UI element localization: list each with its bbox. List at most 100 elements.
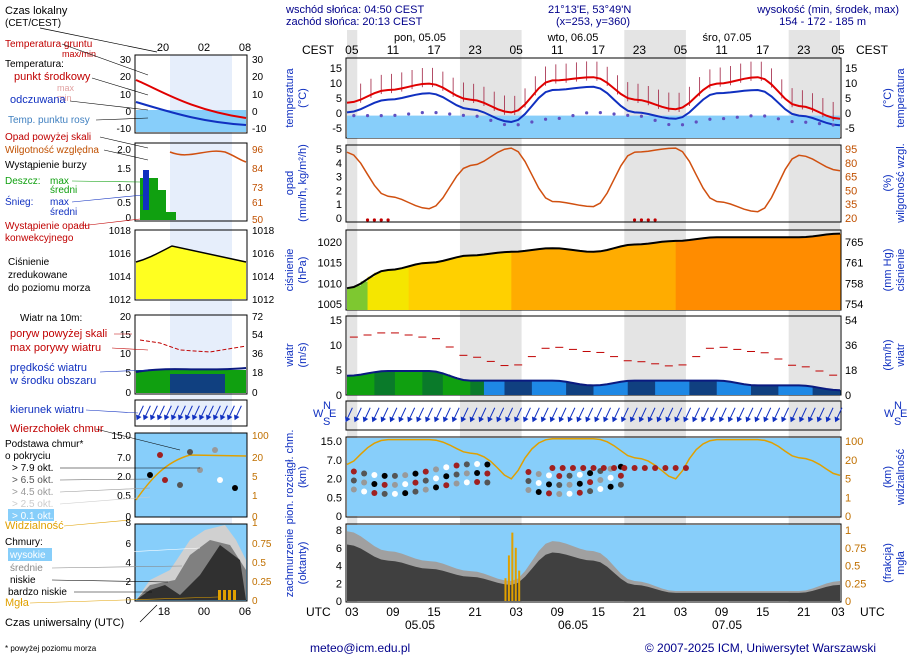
cloud-sky-band bbox=[347, 438, 840, 516]
pressure-fill-slice bbox=[572, 250, 581, 310]
legend-cover-tick: 6 bbox=[125, 539, 131, 550]
wind-arrow-head bbox=[150, 414, 156, 421]
pressure-fill-slice bbox=[703, 237, 711, 310]
hour-tick-utc: 15 bbox=[592, 605, 606, 619]
pressure-fill-slice bbox=[805, 236, 814, 310]
precip-occurrence-dot bbox=[379, 218, 383, 222]
pressure-fill-slice bbox=[545, 248, 553, 310]
pressure-fill-slice bbox=[798, 237, 807, 310]
fog-axis-unit: (frakcja) bbox=[882, 543, 894, 583]
legend-temp-tick-right: 20 bbox=[252, 72, 264, 83]
legend-temp-max-curve bbox=[135, 79, 247, 119]
pressure-fill-slice bbox=[785, 237, 793, 310]
pressure-fill-slice bbox=[415, 263, 423, 310]
legend-cloud-dots bbox=[147, 447, 238, 491]
cloud-base-dot bbox=[484, 470, 491, 477]
pressure-fill-slice bbox=[744, 237, 752, 310]
contact-email[interactable]: meteo@icm.edu.pl bbox=[310, 641, 410, 655]
wind-speed-slice bbox=[668, 380, 677, 395]
legend-utc-tick: 18 bbox=[158, 606, 170, 618]
pressure-fill-slice bbox=[518, 251, 526, 310]
legend-okta-65: > 6.5 okt. bbox=[12, 475, 53, 486]
wind-arrow-head bbox=[790, 416, 796, 423]
wind-arrow-head bbox=[763, 416, 769, 423]
precip-tick: 1 bbox=[336, 199, 342, 211]
wind-arrow-head bbox=[718, 416, 725, 423]
wind-arrow-head bbox=[540, 416, 547, 423]
pressure-tick: 1005 bbox=[318, 299, 342, 311]
hour-tick-local: 05 bbox=[345, 43, 359, 57]
cloud-tower-dot bbox=[662, 465, 669, 471]
wind-speed-slice bbox=[764, 385, 773, 395]
wind-arrow-head bbox=[478, 416, 484, 423]
legend-precip-tick-right: 84 bbox=[252, 164, 264, 175]
wind-direction-arrow bbox=[674, 407, 683, 423]
wind-tick: 10 bbox=[330, 340, 342, 352]
day-bottom-label: 06.05 bbox=[558, 618, 588, 632]
dew-point-dot bbox=[667, 122, 671, 127]
cover-tick: 8 bbox=[336, 525, 342, 537]
visibility-tick: 5 bbox=[845, 474, 851, 486]
legend-precip-tick-right: 61 bbox=[252, 198, 264, 209]
legend-cover-vlow-label: bardzo niskie bbox=[8, 587, 67, 598]
copyright: © 2007-2025 ICM, Uniwersytet Warszawski bbox=[645, 641, 876, 655]
legend-pointer bbox=[95, 117, 149, 121]
cloud-base-dot bbox=[617, 481, 624, 488]
grid-text: (x=253, y=360) bbox=[556, 16, 630, 28]
wind-arrow-head bbox=[754, 416, 760, 423]
dew-point-dot bbox=[571, 114, 575, 118]
pressure-fill-slice bbox=[552, 248, 560, 310]
cloud-axis-label: pion. rozciągł. chm. bbox=[284, 430, 296, 525]
wind-arrow-head bbox=[407, 416, 413, 423]
precip-tick: 4 bbox=[336, 158, 342, 170]
pressure-fill-slice bbox=[367, 276, 375, 310]
top-hour-ticks: 05 11 17 23 05 11 17 23 05 11 17 23 05 bbox=[345, 43, 845, 57]
cloud-base-dot bbox=[474, 479, 481, 486]
pressure-tick: 1015 bbox=[318, 258, 342, 270]
wind-direction-arrow bbox=[576, 407, 585, 423]
cloud-tick: 0.5 bbox=[327, 492, 342, 504]
legend-pointer bbox=[63, 519, 131, 527]
legend-pressure-l1: Ciśnienie bbox=[8, 257, 50, 268]
dew-point-dot bbox=[543, 117, 548, 121]
dew-point-dot bbox=[365, 114, 370, 118]
wind-speed-slice bbox=[641, 380, 649, 395]
pressure-fill-slice bbox=[579, 251, 588, 310]
cloud-base-dot bbox=[443, 473, 450, 480]
legend-gust-line bbox=[139, 339, 247, 353]
legend-precip-tick-right: 73 bbox=[252, 183, 264, 194]
legend-pressure-ticks: 1018 1016 1014 1012 1018 1016 1014 1012 bbox=[109, 226, 275, 306]
wind-speed-slice bbox=[511, 380, 519, 395]
legend-cover-tick: 0 bbox=[125, 596, 131, 607]
pressure-fill-slice bbox=[374, 272, 382, 310]
cloud-base-dot bbox=[371, 481, 378, 488]
wind-arrow-head bbox=[594, 416, 600, 423]
legend-precip-occurrence: Wystąpienie opadu bbox=[5, 221, 90, 232]
legend-wind-tick: 0 bbox=[125, 388, 131, 399]
wind-arrow-head bbox=[192, 414, 198, 421]
legend-pointer bbox=[51, 565, 183, 569]
pressure-fill-slice bbox=[778, 237, 786, 310]
wind-arrow-head bbox=[362, 416, 369, 423]
wind-direction-arrow bbox=[451, 407, 460, 423]
wind-speed-slice bbox=[374, 371, 382, 395]
hour-tick-utc: 03 bbox=[510, 605, 524, 619]
dew-point-dot bbox=[516, 123, 520, 127]
cloud-base-dot bbox=[453, 480, 460, 487]
dew-point-dot bbox=[598, 111, 602, 115]
utc-pointer bbox=[139, 604, 158, 623]
wind-direction-arrow bbox=[558, 407, 567, 423]
pressure-fill-slice bbox=[655, 242, 663, 310]
cloud-base-dot bbox=[422, 486, 429, 493]
wind-arrow-head bbox=[781, 416, 787, 423]
cloud-base-dot bbox=[433, 466, 440, 473]
dew-point-dot bbox=[735, 115, 739, 119]
dew-point-dot bbox=[448, 112, 452, 116]
cover-tick: 4 bbox=[336, 561, 342, 573]
wind-speed-slice bbox=[634, 380, 642, 395]
pressure-fill-slice bbox=[593, 251, 601, 310]
wind-speed-slice bbox=[552, 380, 560, 395]
wind-direction-arrow bbox=[816, 407, 825, 423]
legend-cloud-tick: 0 bbox=[125, 512, 131, 523]
legend-rain-max: max bbox=[50, 176, 69, 187]
